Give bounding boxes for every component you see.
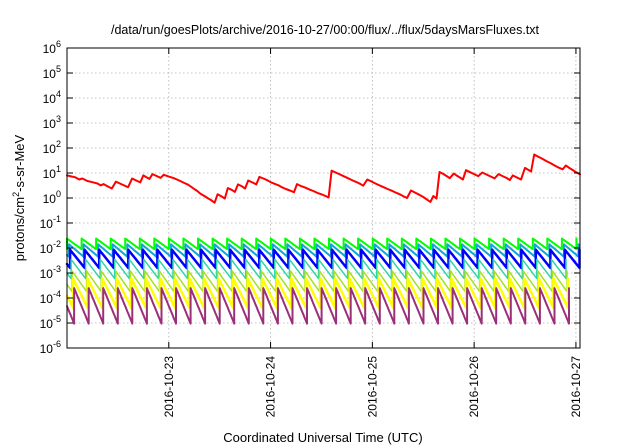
y-tick-label: 10-2 — [40, 239, 61, 256]
y-tick-label: 104 — [43, 89, 61, 106]
y-tick-label: 103 — [43, 114, 61, 131]
series-line-1 — [66, 153, 581, 204]
y-axis-label-base: protons/cm — [12, 197, 27, 261]
series-line-7 — [65, 277, 570, 310]
y-tick-label: 10-1 — [40, 214, 61, 231]
axis-ticks — [67, 47, 580, 349]
series-line-2 — [66, 237, 578, 251]
x-tick-label: 2016-10-26 — [467, 356, 481, 418]
y-tick-label: 105 — [43, 64, 61, 81]
y-axis-label: protons/cm2-s-sr-MeV — [11, 134, 27, 261]
y-tick-label: 106 — [43, 39, 61, 56]
y-tick-labels: 10-6 10-5 10-4 10-3 10-2 10-1 100 101 102 103 104 1… — [40, 39, 61, 356]
chart-title: /data/run/goesPlots/archive/2016-10-27/0… — [111, 23, 540, 37]
x-tick-label: 2016-10-23 — [162, 356, 176, 418]
series-line-4 — [65, 248, 581, 270]
series-line-3 — [66, 243, 580, 258]
y-tick-label: 102 — [43, 139, 61, 156]
data-series — [65, 153, 581, 325]
y-tick-label: 100 — [43, 189, 61, 206]
series-line-5 — [66, 258, 567, 280]
y-tick-label: 10-4 — [40, 289, 61, 306]
x-axis-label: Coordinated Universal Time (UTC) — [223, 430, 422, 445]
y-tick-label: 10-6 — [40, 339, 61, 356]
plot-frame — [66, 47, 581, 349]
x-tick-label: 2016-10-24 — [264, 356, 278, 418]
x-tick-labels: 2016-10-23 2016-10-24 2016-10-25 2016-10-26… — [162, 356, 583, 418]
y-tick-label: 10-5 — [40, 314, 61, 331]
y-axis-label-rest: -s-sr-MeV — [12, 134, 27, 191]
series-line-6 — [66, 270, 568, 293]
y-axis-label-sup: 2 — [11, 192, 21, 197]
series-line-8 — [66, 287, 570, 325]
x-tick-label: 2016-10-27 — [569, 356, 583, 418]
y-tick-label: 10-3 — [40, 264, 61, 281]
y-tick-label: 101 — [43, 164, 61, 181]
x-tick-label: 2016-10-25 — [365, 356, 379, 418]
